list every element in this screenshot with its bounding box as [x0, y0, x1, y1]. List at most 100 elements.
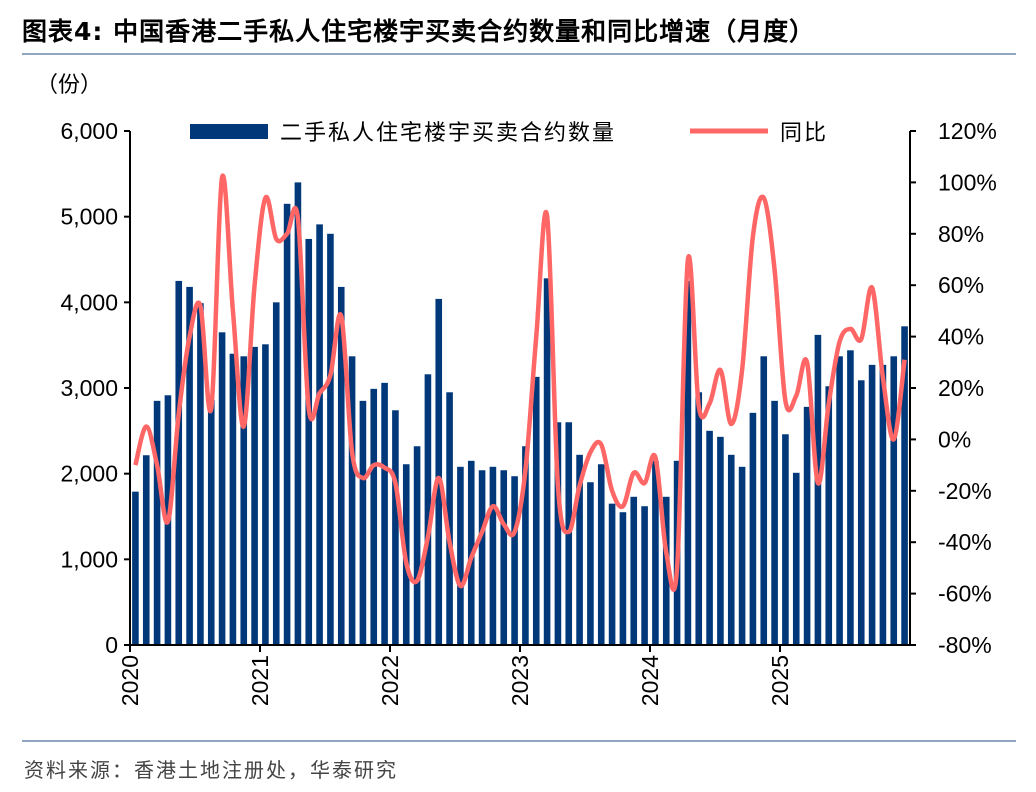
- bar: [576, 454, 583, 645]
- bar: [608, 503, 616, 645]
- bar: [619, 512, 627, 645]
- bar: [413, 446, 421, 645]
- bar: [446, 392, 453, 645]
- bar: [825, 386, 833, 645]
- left-tick-label: 5,000: [60, 204, 118, 230]
- bar: [587, 482, 594, 645]
- x-tick-label: 2022: [377, 655, 403, 706]
- left-tick-label: 2,000: [60, 461, 118, 487]
- bar: [771, 400, 778, 645]
- left-tick-label: 4,000: [60, 289, 118, 315]
- bar: [597, 464, 605, 645]
- left-tick-label: 0: [105, 632, 118, 658]
- bar: [392, 410, 399, 645]
- left-tick-label: 3,000: [60, 375, 118, 401]
- bar: [630, 496, 638, 645]
- bar: [879, 364, 887, 645]
- bar: [760, 356, 768, 645]
- bar: [532, 376, 540, 645]
- bar: [641, 506, 648, 645]
- left-tick-label: 1,000: [60, 546, 118, 572]
- right-tick-label: 120%: [938, 118, 997, 144]
- bar: [272, 302, 280, 645]
- bar: [262, 344, 269, 645]
- right-tick-label: 80%: [938, 221, 984, 247]
- bar: [305, 238, 313, 645]
- bar: [890, 356, 898, 645]
- bar: [457, 466, 464, 645]
- bar: [868, 364, 876, 645]
- bar: [359, 400, 367, 645]
- bar: [554, 422, 562, 645]
- bar: [847, 350, 854, 645]
- legend-bar-label: 二手私人住宅楼宇买卖合约数量: [280, 120, 616, 145]
- bar: [251, 346, 258, 645]
- figure-title: 图表4: 中国香港二手私人住宅楼宇买卖合约数量和同比增速（月度）: [22, 17, 816, 46]
- x-tick-label: 2020: [117, 655, 143, 706]
- bar: [283, 203, 291, 646]
- bar: [749, 412, 757, 645]
- bar: [207, 399, 215, 645]
- bar: [175, 280, 183, 645]
- left-axis-unit: （份）: [36, 72, 102, 97]
- source-note: 资料来源：香港土地注册处，华泰研究: [24, 758, 398, 782]
- bar: [792, 472, 800, 645]
- right-tick-label: 100%: [938, 169, 997, 195]
- title-divider: [22, 53, 1016, 55]
- bar: [803, 406, 811, 645]
- bar: [901, 326, 908, 645]
- bar: [197, 303, 204, 645]
- x-tick-label: 2025: [767, 655, 793, 706]
- bar: [381, 382, 388, 645]
- bar: [153, 400, 161, 645]
- bar: [684, 280, 692, 645]
- bar: [511, 476, 518, 645]
- x-tick-label: 2023: [507, 655, 533, 706]
- chart: 0 1,000 2,000 3,000 4,000 5,000 6,000 -80% -60% -…: [36, 72, 997, 706]
- right-tick-label: -20%: [938, 478, 992, 504]
- right-tick-label: 20%: [938, 375, 984, 401]
- bar: [727, 454, 735, 645]
- bar: [218, 332, 226, 645]
- bar: [348, 356, 356, 645]
- bar: [316, 224, 323, 646]
- bar: [706, 430, 713, 645]
- bar: [294, 182, 302, 645]
- bar: [435, 298, 443, 645]
- bar: [142, 455, 150, 645]
- bar: [836, 356, 843, 645]
- x-tick-label: 2024: [637, 655, 663, 706]
- bar: [857, 380, 865, 645]
- bar: [240, 356, 248, 645]
- right-tick-label: 60%: [938, 272, 984, 298]
- bar: [327, 233, 334, 646]
- bar: [489, 466, 497, 645]
- bar: [186, 286, 193, 645]
- bar: [662, 496, 670, 645]
- legend: 二手私人住宅楼宇买卖合约数量 同比: [190, 120, 828, 145]
- legend-bar-swatch: [190, 124, 268, 139]
- bar: [738, 466, 746, 645]
- bar: [543, 278, 551, 645]
- bar: [229, 353, 237, 645]
- footer-divider: [22, 740, 1016, 742]
- right-tick-label: 0%: [938, 426, 971, 452]
- bar: [500, 470, 508, 645]
- right-tick-label: 40%: [938, 324, 984, 350]
- bar: [814, 334, 822, 645]
- bar: [370, 388, 378, 645]
- bar: [695, 392, 703, 645]
- yoy-line: [133, 173, 907, 592]
- right-tick-label: -40%: [938, 529, 992, 555]
- right-tick-label: -60%: [938, 581, 992, 607]
- bar: [478, 470, 486, 645]
- bar: [782, 434, 789, 645]
- bar: [652, 460, 659, 645]
- x-tick-label: 2021: [247, 655, 273, 706]
- left-tick-label: 6,000: [60, 118, 118, 144]
- bar: [132, 491, 139, 645]
- bar: [717, 436, 724, 645]
- legend-line-label: 同比: [780, 120, 828, 145]
- bar: [522, 446, 529, 645]
